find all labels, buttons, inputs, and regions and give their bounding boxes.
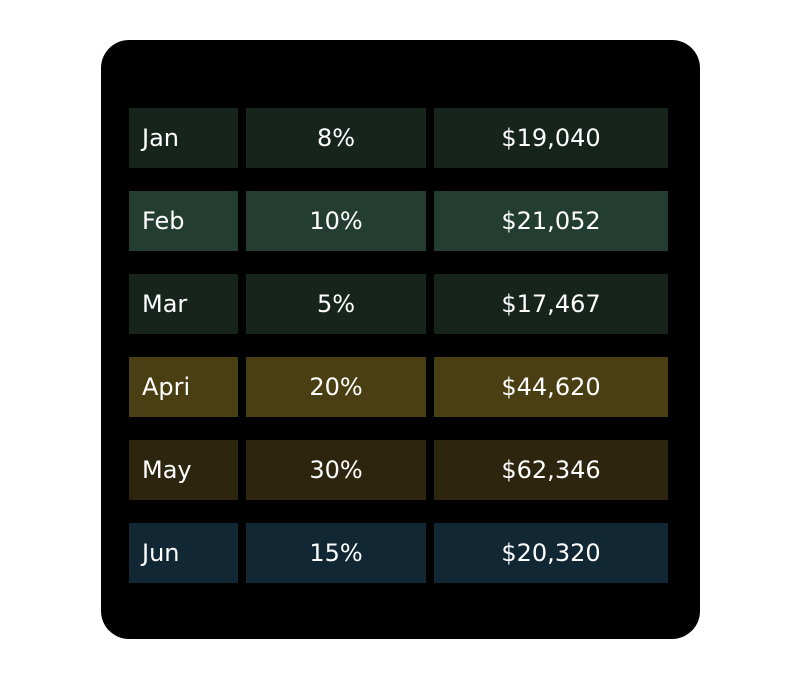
amount-cell: $62,346 — [434, 440, 668, 500]
amount-cell: $20,320 — [434, 523, 668, 583]
month-cell: Jun — [129, 523, 238, 583]
month-cell: Feb — [129, 191, 238, 251]
month-cell: May — [129, 440, 238, 500]
amount-cell: $44,620 — [434, 357, 668, 417]
month-cell: Apri — [129, 357, 238, 417]
percent-cell: 8% — [246, 108, 426, 168]
amount-cell: $19,040 — [434, 108, 668, 168]
percent-cell: 30% — [246, 440, 426, 500]
month-cell: Mar — [129, 274, 238, 334]
table-card: Jan 8% $19,040 Feb 10% $21,052 Mar 5% $1… — [101, 40, 700, 639]
percent-cell: 10% — [246, 191, 426, 251]
month-cell: Jan — [129, 108, 238, 168]
percent-cell: 15% — [246, 523, 426, 583]
percent-cell: 20% — [246, 357, 426, 417]
percent-cell: 5% — [246, 274, 426, 334]
amount-cell: $21,052 — [434, 191, 668, 251]
amount-cell: $17,467 — [434, 274, 668, 334]
